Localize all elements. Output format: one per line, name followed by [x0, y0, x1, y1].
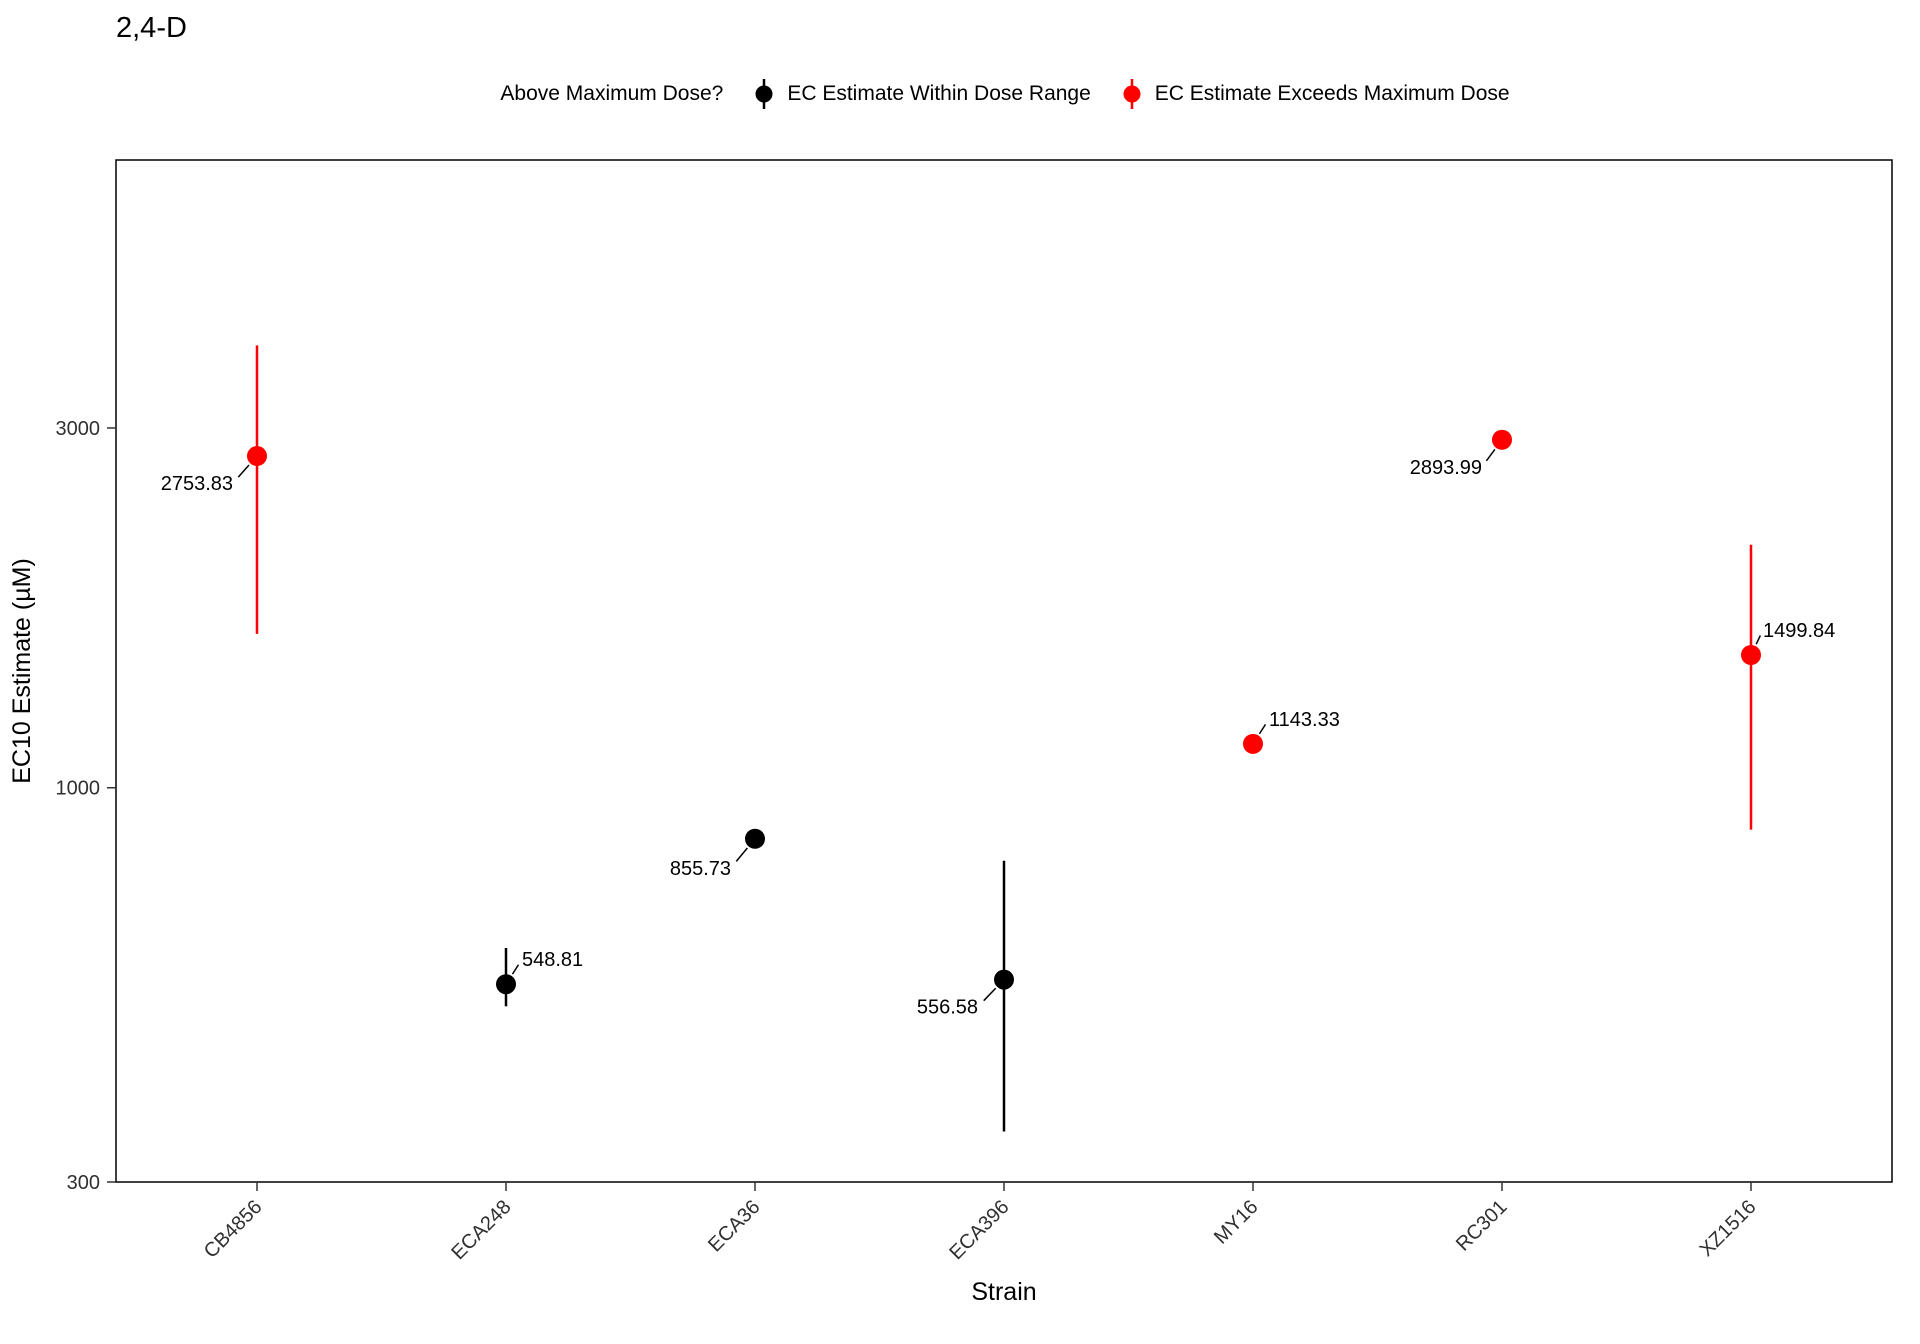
legend-item-exceeds-max: EC Estimate Exceeds Maximum Dose — [1119, 76, 1510, 112]
point-label-RC301: 2893.99 — [1410, 457, 1482, 479]
legend-title: Above Maximum Dose? — [500, 82, 724, 105]
point-label-ECA396: 556.58 — [917, 997, 978, 1019]
point-label-MY16: 1143.33 — [1269, 709, 1340, 731]
point-label-XZ1516: 1499.84 — [1763, 620, 1835, 642]
point-label-leader-ECA248 — [511, 964, 520, 975]
point-label-leader-ECA396 — [983, 987, 997, 1002]
x-tick-label-CB4856: CB4856 — [200, 1196, 267, 1263]
point-MY16 — [1243, 733, 1263, 754]
pointrange-key-within-icon — [755, 79, 773, 109]
point-RC301 — [1492, 429, 1512, 450]
point-label-CB4856: 2753.83 — [161, 473, 233, 495]
point-ECA248 — [496, 974, 516, 995]
pointrange-key-exceeds-icon — [1123, 79, 1141, 109]
y-tick-label-1000: 1000 — [56, 778, 101, 800]
point-label-leader-CB4856 — [237, 464, 250, 478]
legend-label-within-range: EC Estimate Within Dose Range — [787, 82, 1091, 105]
point-ECA396 — [994, 969, 1014, 990]
legend: Above Maximum Dose? EC Estimate Within D… — [0, 76, 1920, 112]
legend-key-dot-within — [755, 85, 773, 103]
point-XZ1516 — [1741, 644, 1761, 665]
point-label-ECA248: 548.81 — [522, 949, 583, 971]
legend-key-dot-exceeds — [1123, 85, 1141, 103]
point-label-leader-ECA36 — [735, 847, 748, 862]
point-label-leader-MY16 — [1258, 723, 1267, 735]
chart-title: 2,4-D — [116, 12, 187, 44]
y-tick-label-300: 300 — [67, 1172, 100, 1194]
y-tick-label-3000: 3000 — [56, 418, 101, 440]
point-CB4856 — [247, 446, 267, 467]
point-ECA36 — [745, 828, 765, 849]
x-tick-label-ECA36: ECA36 — [704, 1196, 764, 1256]
point-label-leader-XZ1516 — [1755, 635, 1762, 645]
legend-label-exceeds-max: EC Estimate Exceeds Maximum Dose — [1154, 82, 1510, 105]
x-tick-label-ECA248: ECA248 — [447, 1196, 515, 1264]
point-label-ECA36: 855.73 — [670, 858, 731, 880]
x-axis-title: Strain — [971, 1278, 1036, 1306]
legend-item-within-range: EC Estimate Within Dose Range — [751, 76, 1091, 112]
x-tick-label-MY16: MY16 — [1210, 1196, 1263, 1249]
x-tick-label-RC301: RC301 — [1452, 1196, 1512, 1256]
y-axis-title: EC10 Estimate (µM) — [8, 558, 36, 784]
x-tick-label-XZ1516: XZ1516 — [1695, 1196, 1760, 1261]
point-label-leader-RC301 — [1485, 448, 1496, 462]
x-tick-label-ECA396: ECA396 — [945, 1196, 1013, 1264]
